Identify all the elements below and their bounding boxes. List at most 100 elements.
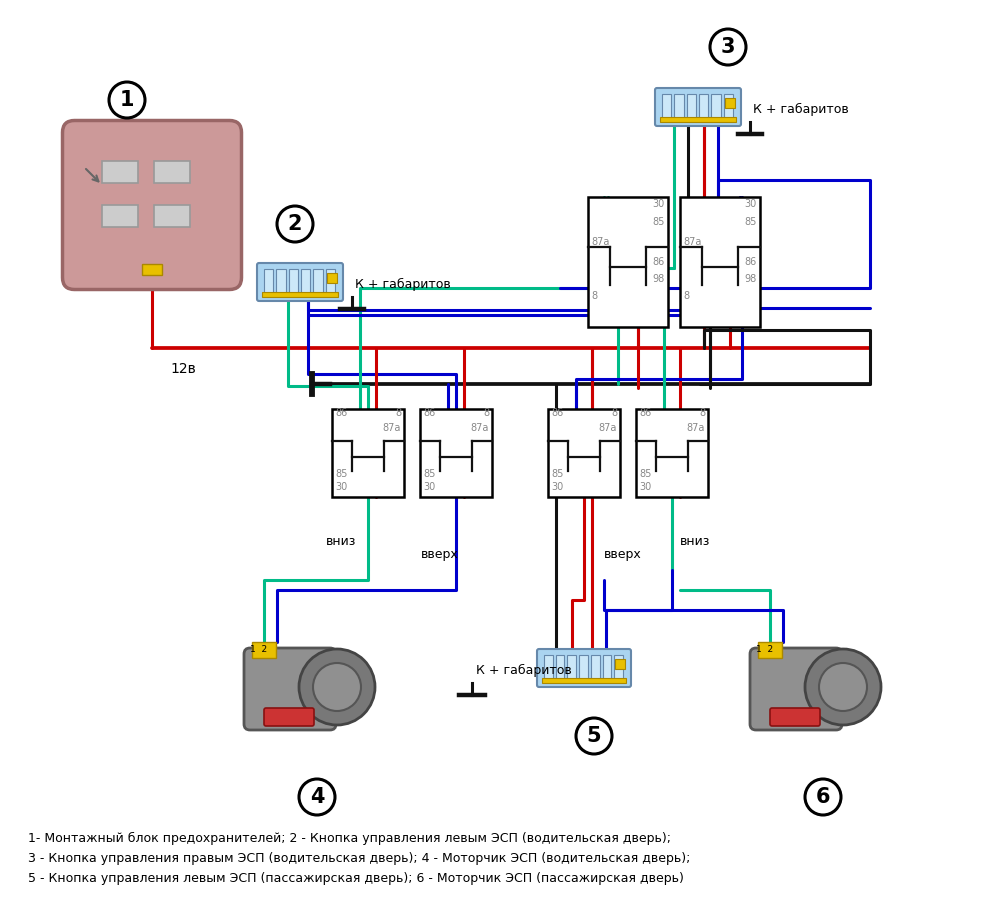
Text: 2: 2 (288, 214, 302, 234)
Text: 86: 86 (423, 408, 436, 418)
Bar (675, 94, 684, 120)
FancyBboxPatch shape (62, 121, 241, 290)
Text: 6: 6 (816, 787, 830, 807)
Text: вверх: вверх (421, 548, 458, 561)
Bar (758, 642, 782, 658)
Bar (699, 94, 708, 120)
Text: 86: 86 (551, 408, 563, 418)
Text: 87a: 87a (382, 423, 401, 433)
Text: 30: 30 (745, 199, 757, 209)
Text: 12в: 12в (170, 362, 196, 376)
Text: 8: 8 (483, 408, 489, 418)
Bar (660, 117, 736, 122)
Text: 1: 1 (120, 90, 134, 110)
Bar (662, 94, 671, 120)
Text: 85: 85 (551, 469, 563, 479)
Bar (288, 269, 298, 295)
Text: К + габаритов: К + габаритов (355, 277, 451, 291)
Circle shape (805, 649, 881, 725)
Circle shape (299, 649, 375, 725)
Text: 30: 30 (551, 482, 563, 492)
Bar (579, 655, 588, 681)
Text: 86: 86 (745, 257, 757, 267)
Bar (591, 655, 600, 681)
Bar (680, 197, 760, 327)
Bar (567, 655, 576, 681)
Text: 87a: 87a (591, 237, 610, 247)
Circle shape (819, 663, 867, 711)
Bar (725, 98, 735, 108)
Bar (102, 161, 138, 183)
Text: 85: 85 (423, 469, 436, 479)
Bar (636, 409, 708, 497)
Bar (301, 269, 310, 295)
Bar (588, 197, 668, 327)
Text: 4: 4 (310, 787, 324, 807)
Bar (252, 642, 276, 658)
Bar (544, 655, 552, 681)
Bar (723, 94, 733, 120)
Bar (326, 269, 335, 295)
Text: 86: 86 (653, 257, 665, 267)
Bar (277, 269, 286, 295)
Text: 87a: 87a (599, 423, 617, 433)
Text: 85: 85 (745, 217, 757, 227)
Bar (615, 655, 623, 681)
Bar (154, 205, 190, 227)
Text: 85: 85 (335, 469, 348, 479)
Text: 30: 30 (639, 482, 651, 492)
Bar (327, 273, 337, 283)
Text: 98: 98 (745, 274, 757, 284)
Text: 8: 8 (591, 291, 597, 301)
Bar (420, 409, 492, 497)
Bar (555, 655, 564, 681)
FancyBboxPatch shape (537, 649, 631, 687)
Text: 5: 5 (587, 726, 602, 746)
Text: 8: 8 (683, 291, 689, 301)
Circle shape (313, 663, 361, 711)
Text: К + габаритов: К + габаритов (476, 663, 572, 677)
Bar (542, 678, 626, 683)
Text: 87a: 87a (683, 237, 701, 247)
Text: вверх: вверх (604, 548, 642, 561)
Bar (264, 269, 274, 295)
Bar (615, 659, 625, 669)
Text: 85: 85 (639, 469, 651, 479)
FancyBboxPatch shape (770, 708, 820, 726)
Text: 86: 86 (335, 408, 347, 418)
Text: 1  2: 1 2 (757, 644, 774, 653)
FancyBboxPatch shape (264, 708, 314, 726)
Text: К + габаритов: К + габаритов (753, 103, 849, 115)
Text: 30: 30 (423, 482, 436, 492)
FancyBboxPatch shape (750, 648, 842, 730)
Text: 30: 30 (335, 482, 347, 492)
Text: 85: 85 (653, 217, 665, 227)
Text: 87a: 87a (470, 423, 489, 433)
Text: вниз: вниз (680, 535, 710, 548)
Text: 87a: 87a (687, 423, 705, 433)
Text: 3 - Кнопка управления правым ЭСП (водительская дверь); 4 - Моторчик ЭСП (водител: 3 - Кнопка управления правым ЭСП (водите… (28, 852, 691, 865)
Text: 8: 8 (395, 408, 401, 418)
Text: вниз: вниз (326, 535, 357, 548)
Text: 98: 98 (653, 274, 665, 284)
Text: 1- Монтажный блок предохранителей; 2 - Кнопка управления левым ЭСП (водительская: 1- Монтажный блок предохранителей; 2 - К… (28, 832, 671, 845)
Bar (548, 409, 620, 497)
FancyBboxPatch shape (244, 648, 336, 730)
Text: 5 - Кнопка управления левым ЭСП (пассажирская дверь); 6 - Моторчик ЭСП (пассажир: 5 - Кнопка управления левым ЭСП (пассажи… (28, 872, 684, 885)
Bar (711, 94, 720, 120)
Text: 86: 86 (639, 408, 651, 418)
Bar (154, 161, 190, 183)
Bar (102, 205, 138, 227)
Text: 8: 8 (699, 408, 705, 418)
Bar (313, 269, 323, 295)
Text: 8: 8 (611, 408, 617, 418)
Bar (142, 264, 162, 274)
Bar (262, 292, 338, 297)
FancyBboxPatch shape (257, 263, 343, 301)
Text: 1  2: 1 2 (250, 644, 268, 653)
Text: 3: 3 (721, 37, 735, 57)
FancyBboxPatch shape (655, 88, 741, 126)
Bar (603, 655, 612, 681)
Text: 30: 30 (653, 199, 665, 209)
Bar (687, 94, 696, 120)
